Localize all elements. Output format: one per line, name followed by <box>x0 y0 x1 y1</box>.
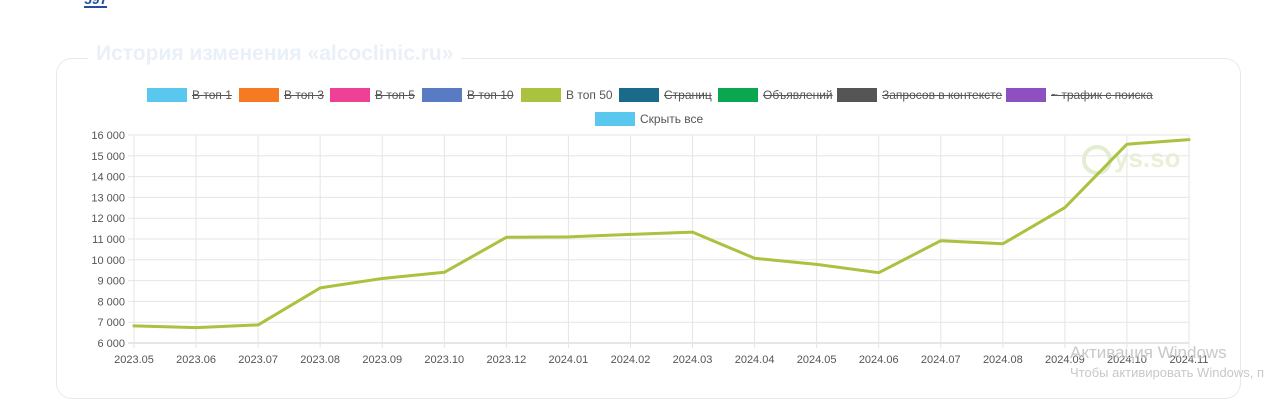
legend-swatch <box>521 88 561 102</box>
legend-label: В топ 1 <box>192 88 232 102</box>
x-tick-label: 2024.04 <box>735 354 775 366</box>
legend-hide-all[interactable]: Скрыть все <box>595 112 703 126</box>
legend-swatch <box>595 112 635 126</box>
x-tick-label: 2024.11 <box>1170 354 1209 366</box>
y-tick-label: 7 000 <box>97 317 125 329</box>
y-tick-label: 14 000 <box>91 172 125 184</box>
chart-series <box>132 138 1191 330</box>
x-axis-ticks: 2023.05 2023.06 2023.07 2023.08 2023.09 2023.… <box>114 354 1208 366</box>
y-tick-label: 6 000 <box>97 338 125 350</box>
legend-item-top50[interactable]: В топ 50 <box>521 88 613 102</box>
y-tick-label: 13 000 <box>91 192 125 204</box>
x-tick-label: 2024.05 <box>797 354 837 366</box>
y-tick-label: 10 000 <box>91 255 125 267</box>
y-tick-label: 9 000 <box>97 276 125 288</box>
legend-label: В топ 5 <box>375 88 415 102</box>
chart-grid <box>128 134 1190 348</box>
card-title: История изменения «alcoclinic.ru» <box>88 42 462 66</box>
chart-card <box>56 58 1241 399</box>
legend-item-top3[interactable]: В топ 3 <box>239 88 324 102</box>
legend-label: В топ 50 <box>566 88 613 102</box>
y-tick-label: 16 000 <box>91 130 125 142</box>
legend-swatch <box>1006 88 1046 102</box>
top-number: 597 <box>84 0 108 8</box>
x-tick-label: 2024.03 <box>673 354 713 366</box>
windows-activation-title: Активация Windows <box>1070 343 1227 362</box>
legend-swatch <box>837 88 877 102</box>
legend-label: Страниц <box>664 88 712 102</box>
legend-label: Запросов в контексте <box>882 88 1003 102</box>
y-axis-ticks: 6 000 7 000 8 000 9 000 10 000 11 000 12 000 13… <box>91 130 125 350</box>
legend-swatch <box>422 88 462 102</box>
legend-label: В топ 3 <box>284 88 324 102</box>
x-tick-label: 2024.06 <box>859 354 899 366</box>
legend-swatch <box>147 88 187 102</box>
windows-activation-watermark: Активация Windows Чтобы активировать Win… <box>1070 343 1264 380</box>
x-tick-label: 2023.08 <box>300 354 340 366</box>
x-tick-label: 2024.07 <box>921 354 961 366</box>
x-tick-label: 2024.08 <box>983 354 1023 366</box>
series-line-top50 <box>132 138 1191 330</box>
x-tick-label: 2023.10 <box>424 354 464 366</box>
legend-label: Скрыть все <box>640 112 704 126</box>
x-tick-label: 2023.12 <box>486 354 526 366</box>
legend-label: Объявлений <box>763 88 833 102</box>
legend-swatch <box>718 88 758 102</box>
legend-item-pages[interactable]: Страниц <box>619 88 712 102</box>
x-tick-label: 2024.10 <box>1107 354 1147 366</box>
y-tick-label: 8 000 <box>97 296 125 308</box>
x-tick-label: 2023.09 <box>362 354 402 366</box>
legend-item-ads[interactable]: Объявлений <box>718 88 833 102</box>
y-tick-label: 12 000 <box>91 213 125 225</box>
windows-activation-subtitle: Чтобы активировать Windows, п <box>1070 365 1265 380</box>
legend-item-search-traffic[interactable]: ~ трафик с поиска <box>1006 88 1153 102</box>
legend-item-top10[interactable]: В топ 10 <box>422 88 514 102</box>
legend-item-top5[interactable]: В топ 5 <box>330 88 415 102</box>
y-tick-label: 15 000 <box>91 151 125 163</box>
x-tick-label: 2023.07 <box>238 354 278 366</box>
x-tick-label: 2023.06 <box>176 354 216 366</box>
legend-item-top1[interactable]: В топ 1 <box>147 88 232 102</box>
legend-item-context-queries[interactable]: Запросов в контексте <box>837 88 1002 102</box>
x-tick-label: 2023.05 <box>114 354 154 366</box>
y-tick-label: 11 000 <box>92 234 125 246</box>
legend-swatch <box>239 88 279 102</box>
legend-label: В топ 10 <box>467 88 514 102</box>
x-tick-label: 2024.01 <box>549 354 589 366</box>
legend-swatch <box>619 88 659 102</box>
x-tick-label: 2024.09 <box>1045 354 1085 366</box>
legend-label: ~ трафик с поиска <box>1051 88 1153 102</box>
legend-swatch <box>330 88 370 102</box>
x-tick-label: 2024.02 <box>611 354 651 366</box>
